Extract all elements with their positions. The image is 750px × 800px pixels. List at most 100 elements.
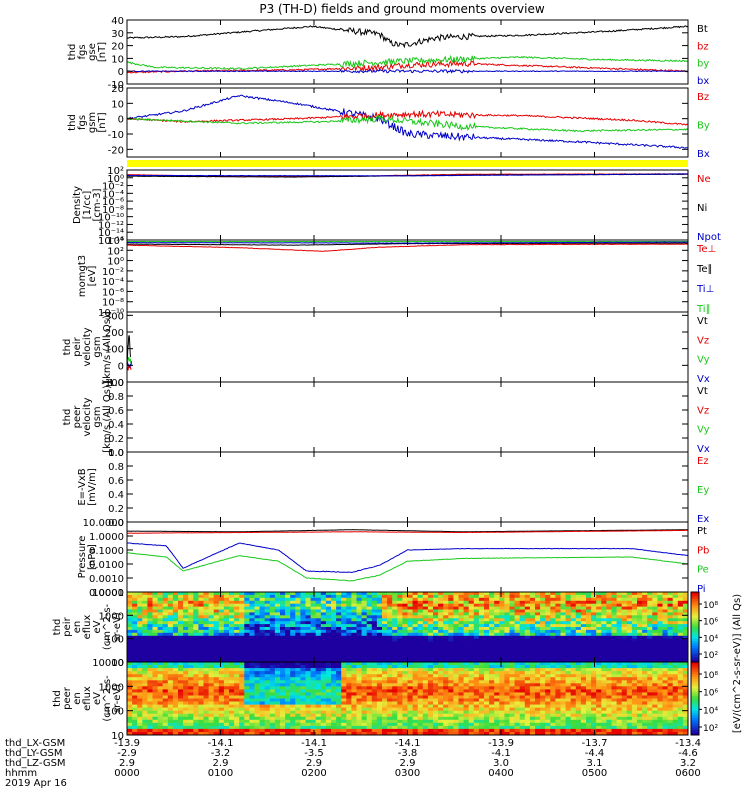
spectrogram-cell xyxy=(514,632,521,637)
spectrogram-cell xyxy=(392,728,398,733)
spectrogram-cell xyxy=(285,600,291,605)
spectrogram-cell xyxy=(647,632,653,637)
spectrogram-cell xyxy=(341,638,347,642)
spectrogram-cell xyxy=(489,662,495,666)
spectrogram-cell xyxy=(178,674,184,678)
spectrogram-cell xyxy=(315,710,322,715)
spectrogram-cell xyxy=(162,653,169,657)
spectrogram-cell xyxy=(147,606,153,610)
spectrogram-cell xyxy=(346,635,352,640)
spectrogram-cell xyxy=(667,597,674,602)
spectrogram-cell xyxy=(596,680,602,684)
spectrogram-cell xyxy=(366,695,373,699)
spectrogram-cell xyxy=(162,618,169,622)
spectrogram-cell xyxy=(331,707,337,711)
spectrogram-cell xyxy=(295,621,301,625)
spectrogram-cell xyxy=(397,686,403,690)
spectrogram-cell xyxy=(167,713,174,718)
spectrogram-cell xyxy=(290,603,296,607)
spectrogram-cell xyxy=(570,624,577,628)
spectrogram-cell xyxy=(254,653,260,657)
spectrogram-cell xyxy=(407,668,413,672)
spectrogram-cell xyxy=(305,698,311,702)
spectrogram-cell xyxy=(290,728,296,733)
spectrogram-cell xyxy=(555,656,561,660)
spectrogram-cell xyxy=(448,609,454,613)
spectrogram-cell xyxy=(417,716,424,721)
spectrogram-cell xyxy=(320,592,327,596)
spectrogram-cell xyxy=(254,680,260,684)
spectrogram-cell xyxy=(402,659,408,663)
spectrogram-cell xyxy=(453,632,459,637)
spectrogram-cell xyxy=(606,635,612,640)
spectrogram-cell xyxy=(453,650,459,654)
spectrogram-cell xyxy=(361,704,368,708)
spectrogram-cell xyxy=(371,728,378,733)
spectrogram-cell xyxy=(336,627,342,631)
spectrogram-cell xyxy=(427,728,434,733)
spectrogram-cell xyxy=(626,627,633,631)
spectrogram-cell xyxy=(402,701,408,705)
spectrogram-cell xyxy=(361,635,368,640)
spectrogram-cell xyxy=(422,606,429,610)
spectrogram-cell xyxy=(642,624,648,628)
spectrogram-cell xyxy=(448,716,454,721)
spectrogram-cell xyxy=(320,732,327,736)
spectrogram-cell xyxy=(448,656,454,660)
spectrogram-cell xyxy=(351,689,357,693)
spectrogram-cell xyxy=(484,716,490,721)
spectrogram-cell xyxy=(351,635,357,640)
spectrogram-cell xyxy=(448,618,454,622)
spectrogram-cell xyxy=(621,635,628,640)
spectrogram-cell xyxy=(545,665,551,669)
spectrogram-cell xyxy=(652,635,658,640)
spectrogram-cell xyxy=(540,621,546,625)
spectrogram-cell xyxy=(300,680,306,684)
spectrogram-cell xyxy=(621,621,628,625)
spectrogram-cell xyxy=(325,609,332,613)
spectrogram-cell xyxy=(366,689,373,693)
spectrogram-cell xyxy=(606,719,612,724)
spectrogram-cell xyxy=(193,592,199,596)
spectrogram-cell xyxy=(438,701,444,705)
spectrogram-cell xyxy=(621,600,628,605)
spectrogram-cell xyxy=(137,615,143,619)
spectrogram-cell xyxy=(295,701,301,705)
spectrogram-cell xyxy=(478,629,485,634)
spectrogram-cell xyxy=(463,644,470,648)
spectrogram-cell xyxy=(458,671,464,675)
spectrogram-cell xyxy=(229,656,235,660)
spectrogram-cell xyxy=(504,732,510,736)
spectrogram-cell xyxy=(162,680,169,684)
spectrogram-cell xyxy=(183,659,189,663)
spectrogram-cell xyxy=(229,592,235,596)
spectrogram-cell xyxy=(285,710,291,715)
spectrogram-cell xyxy=(244,683,250,687)
spectrogram-cell xyxy=(244,656,250,660)
spectrogram-cell xyxy=(535,716,541,721)
spectrogram-cell xyxy=(361,732,368,736)
spectrogram-cell xyxy=(468,710,475,715)
spectrogram-cell xyxy=(167,732,174,736)
spectrogram-cell xyxy=(346,656,352,660)
spectrogram-cell xyxy=(172,716,179,721)
spectrogram-cell xyxy=(223,618,230,622)
spectrogram-cell xyxy=(535,728,541,733)
spectrogram-cell xyxy=(611,603,617,607)
spectrogram-cell xyxy=(570,710,577,715)
spectrogram-cell xyxy=(463,725,470,730)
spectrogram-cell xyxy=(463,689,470,693)
colorbar-cell xyxy=(691,629,699,633)
spectrogram-cell xyxy=(239,659,245,663)
spectrogram-cell xyxy=(346,612,352,616)
spectrogram-cell xyxy=(565,689,572,693)
spectrogram-cell xyxy=(264,618,271,622)
spectrogram-cell xyxy=(652,627,658,631)
spectrogram-cell xyxy=(325,692,332,696)
spectrogram-cell xyxy=(545,719,551,724)
spectrogram-cell xyxy=(427,650,434,654)
spectrogram-cell xyxy=(575,612,582,616)
spectrogram-cell xyxy=(218,719,225,724)
spectrogram-cell xyxy=(494,707,500,711)
spectrogram-cell xyxy=(489,707,495,711)
